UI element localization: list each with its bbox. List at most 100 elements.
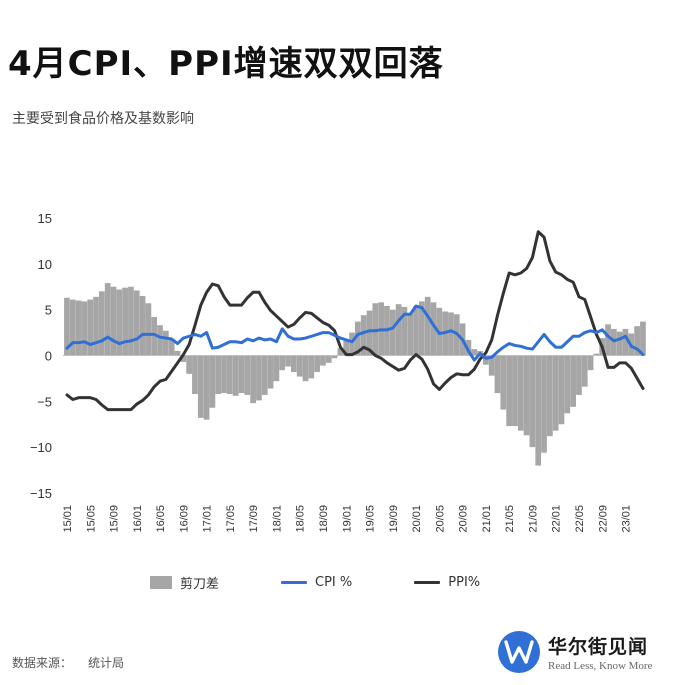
- x-tick-label: 15/09: [109, 505, 121, 533]
- y-tick-label: 5: [45, 303, 52, 318]
- wallstreetcn-w-logo-icon: [498, 631, 540, 673]
- spread-bar: [337, 348, 344, 356]
- spread-bar: [395, 304, 402, 356]
- cpi-series-line: [65, 304, 645, 362]
- y-tick-label: −5: [37, 394, 52, 409]
- spread-bar: [64, 297, 70, 356]
- spread-bar: [494, 355, 501, 394]
- spread-bar: [529, 355, 536, 448]
- x-tick-label: 16/01: [132, 505, 144, 533]
- chart-subtitle: 主要受到食品价格及基数影响: [12, 111, 194, 127]
- spread-bar: [413, 306, 419, 356]
- spread-bars: [64, 283, 646, 466]
- x-tick-label: 19/05: [365, 505, 377, 533]
- spread-bar: [93, 296, 99, 356]
- spread-bar: [331, 355, 338, 359]
- spread-bar: [168, 339, 175, 356]
- legend-swatch-spread: [150, 576, 172, 589]
- x-tick-label: 19/09: [388, 505, 400, 533]
- spread-bar: [122, 287, 128, 356]
- spread-bar: [314, 355, 320, 372]
- spread-bar: [238, 355, 245, 394]
- spread-bar: [116, 289, 123, 356]
- x-tick-label: 21/05: [504, 505, 516, 533]
- x-tick-label: 22/05: [574, 505, 586, 533]
- x-tick-label: 17/05: [225, 505, 237, 533]
- brand-logo: 华尔街见闻 Read Less, Know More: [498, 631, 652, 673]
- y-tick-label: 10: [38, 257, 52, 272]
- x-tick-label: 22/01: [551, 505, 563, 533]
- x-tick-label: 17/01: [202, 505, 214, 533]
- x-tick-label: 21/01: [481, 505, 493, 533]
- spread-bar: [355, 321, 361, 356]
- chart-title: 4月CPI、PPI增速双双回落: [8, 44, 444, 84]
- spread-bar: [75, 300, 82, 356]
- spread-bar: [401, 306, 408, 356]
- legend-label-cpi: CPI %: [315, 575, 353, 590]
- spread-bar: [500, 355, 507, 410]
- x-tick-label: 20/09: [458, 505, 470, 533]
- spread-bar: [308, 355, 315, 379]
- spread-bar: [488, 355, 495, 376]
- spread-bar: [128, 286, 134, 356]
- x-tick-label: 23/01: [621, 505, 633, 533]
- x-tick-label: 18/09: [318, 505, 330, 533]
- x-tick-label: 15/05: [85, 505, 97, 533]
- spread-bar: [133, 290, 140, 356]
- y-tick-label: −15: [30, 486, 52, 501]
- spread-bar: [558, 355, 565, 425]
- spread-bar: [279, 355, 286, 371]
- spread-bar: [145, 303, 152, 356]
- spread-bar: [215, 355, 222, 394]
- spread-bar: [174, 350, 181, 356]
- x-tick-label: 15/01: [62, 505, 74, 533]
- spread-bar: [244, 355, 251, 395]
- spread-bar: [151, 317, 158, 356]
- spread-bar: [285, 355, 291, 367]
- spread-bar: [227, 355, 233, 394]
- spread-bar: [581, 355, 588, 387]
- spread-bar: [267, 355, 274, 389]
- y-tick-label: 15: [38, 211, 52, 226]
- spread-bar: [564, 355, 571, 414]
- spread-bar: [291, 355, 297, 372]
- spread-bar: [343, 340, 350, 356]
- x-tick-label: 17/09: [248, 505, 260, 533]
- spread-bar: [349, 332, 355, 356]
- spread-bar: [203, 355, 210, 420]
- source-value: 统计局: [88, 656, 125, 670]
- spread-bar: [256, 355, 262, 401]
- spread-bar: [273, 355, 280, 382]
- spread-bar: [605, 324, 611, 356]
- spread-bar: [192, 355, 198, 394]
- spread-bar: [535, 355, 542, 466]
- legend-item-spread: 剪刀差: [150, 573, 219, 592]
- data-source: 数据来源： 统计局: [12, 654, 124, 671]
- spread-bar: [506, 355, 512, 427]
- spread-bar: [87, 299, 94, 356]
- spread-bar: [366, 310, 373, 356]
- spread-bar: [232, 355, 239, 396]
- spread-bar: [587, 355, 594, 371]
- x-tick-label: 20/05: [434, 505, 446, 533]
- spread-bar: [389, 309, 396, 356]
- spread-bar: [69, 299, 76, 356]
- x-tick-label: 20/01: [411, 505, 423, 533]
- x-tick-label: 22/09: [597, 505, 609, 533]
- legend-label-ppi: PPI%: [448, 575, 481, 590]
- spread-bar: [296, 355, 303, 377]
- y-axis: 15 10 5 0 −5 −10 −15: [30, 211, 52, 501]
- spread-bar: [99, 291, 105, 356]
- spread-bar: [157, 325, 163, 356]
- spread-bar: [360, 315, 367, 356]
- spread-bar: [640, 321, 646, 356]
- spread-bar: [163, 330, 169, 356]
- spread-bar: [512, 355, 518, 427]
- spread-bar: [483, 355, 489, 365]
- legend-item-cpi: CPI %: [281, 575, 352, 590]
- spread-bar: [261, 355, 268, 395]
- spread-bar: [448, 312, 454, 356]
- x-tick-label: 19/01: [341, 505, 353, 533]
- spread-bar: [407, 313, 414, 356]
- spread-bar: [81, 301, 88, 356]
